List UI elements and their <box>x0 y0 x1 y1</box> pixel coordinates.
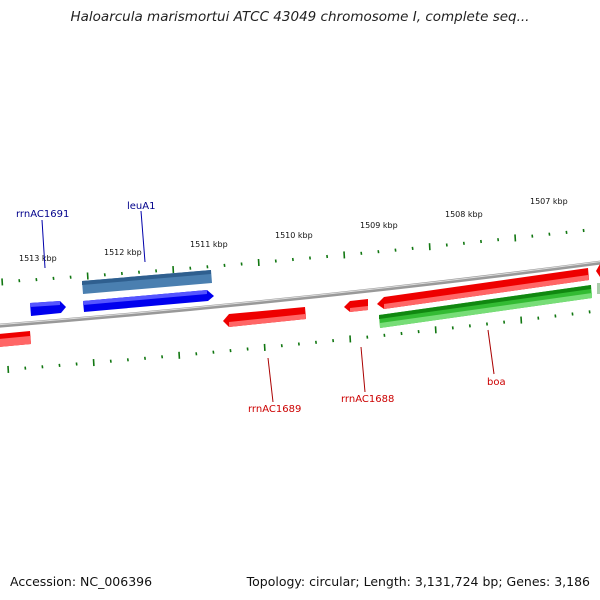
gene-rrnAC1691[interactable] <box>30 301 66 316</box>
callout-leuA1 <box>140 210 146 263</box>
outer-tick-row <box>1 228 585 286</box>
gene-rrnAC1688[interactable] <box>344 299 368 312</box>
tick-label-1511: 1511 kbp <box>190 240 228 249</box>
callout-boa <box>487 329 495 375</box>
tick-label-1509: 1509 kbp <box>360 221 398 230</box>
tick-label-1508: 1508 kbp <box>445 210 483 219</box>
gene-green-right-edge[interactable] <box>597 283 600 294</box>
gene-rrnAC1689[interactable] <box>223 307 306 327</box>
callout-rrnAC1691 <box>41 219 46 269</box>
gene-red-right-edge[interactable] <box>596 263 600 277</box>
gene-leuA1[interactable] <box>82 270 214 312</box>
gene-boa[interactable] <box>379 285 592 328</box>
label-boa[interactable]: boa <box>487 377 506 388</box>
chromosome-backbone <box>0 260 600 328</box>
label-rrnAC1689[interactable]: rrnAC1689 <box>248 404 301 415</box>
tick-label-1507: 1507 kbp <box>530 197 568 206</box>
callout-rrnAC1689 <box>267 357 274 403</box>
accession-text: Accession: NC_006396 <box>10 574 153 589</box>
label-leuA1[interactable]: leuA1 <box>127 201 155 212</box>
topology-text: Topology: circular; Length: 3,131,724 bp… <box>246 574 590 589</box>
gene-left-edge[interactable] <box>0 331 31 347</box>
callout-rrnAC1688 <box>360 346 366 393</box>
tick-label-1510: 1510 kbp <box>275 231 313 240</box>
gene-red-long[interactable] <box>377 268 589 309</box>
tick-label-1512: 1512 kbp <box>104 248 142 257</box>
map-title: Haloarcula marismortui ATCC 43049 chromo… <box>70 9 530 25</box>
label-rrnAC1691[interactable]: rrnAC1691 <box>16 209 69 220</box>
label-rrnAC1688[interactable]: rrnAC1688 <box>341 394 394 405</box>
inner-tick-row <box>7 310 591 373</box>
tick-label-1513: 1513 kbp <box>19 254 57 263</box>
